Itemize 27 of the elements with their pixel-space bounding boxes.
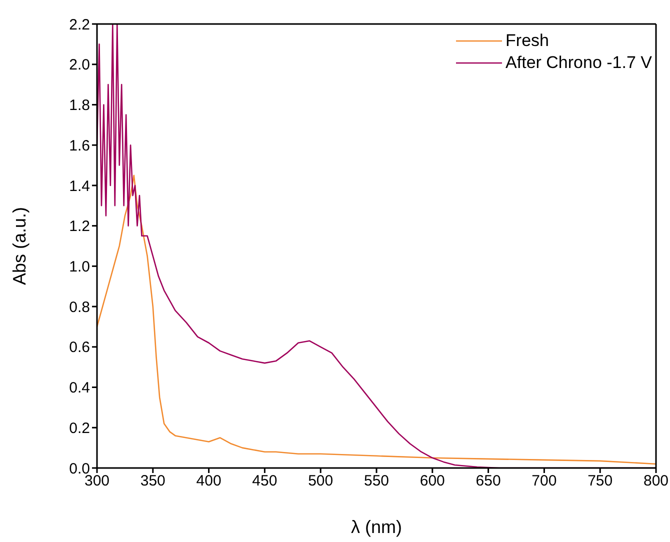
- x-tick-label: 800: [643, 472, 669, 490]
- x-tick-label: 450: [252, 472, 278, 490]
- y-tick-label: 2.0: [69, 56, 90, 74]
- x-tick-label: 750: [588, 472, 613, 490]
- x-tick-label: 650: [476, 472, 501, 490]
- x-tick-label: 700: [532, 472, 557, 490]
- y-tick-label: 1.2: [69, 218, 90, 236]
- y-tick-label: 0.6: [69, 339, 90, 356]
- legend-label: Fresh: [506, 30, 549, 52]
- y-tick-label: 2.2: [69, 16, 90, 34]
- y-tick-label: 1.4: [69, 178, 90, 195]
- line-series: [97, 174, 656, 465]
- x-tick-label: 550: [364, 472, 390, 490]
- x-tick-label: 300: [84, 472, 110, 490]
- y-axis-title: Abs (a.u.): [9, 206, 30, 286]
- y-tick-label: 0.2: [69, 420, 90, 437]
- x-axis-title: λ (nm): [351, 517, 402, 537]
- y-tick-label: 1.0: [69, 258, 90, 276]
- x-tick-label: 500: [308, 472, 334, 490]
- legend-label: After Chrono -1.7 V: [506, 52, 652, 74]
- y-tick-label: 1.8: [69, 97, 90, 114]
- y-tick-label: 1.6: [69, 137, 90, 154]
- x-tick-label: 350: [140, 472, 166, 490]
- y-tick-label: 0.8: [69, 298, 90, 316]
- x-tick-label: 400: [196, 472, 222, 490]
- x-tick-label: 600: [420, 472, 445, 490]
- y-tick-label: 0.4: [69, 380, 90, 397]
